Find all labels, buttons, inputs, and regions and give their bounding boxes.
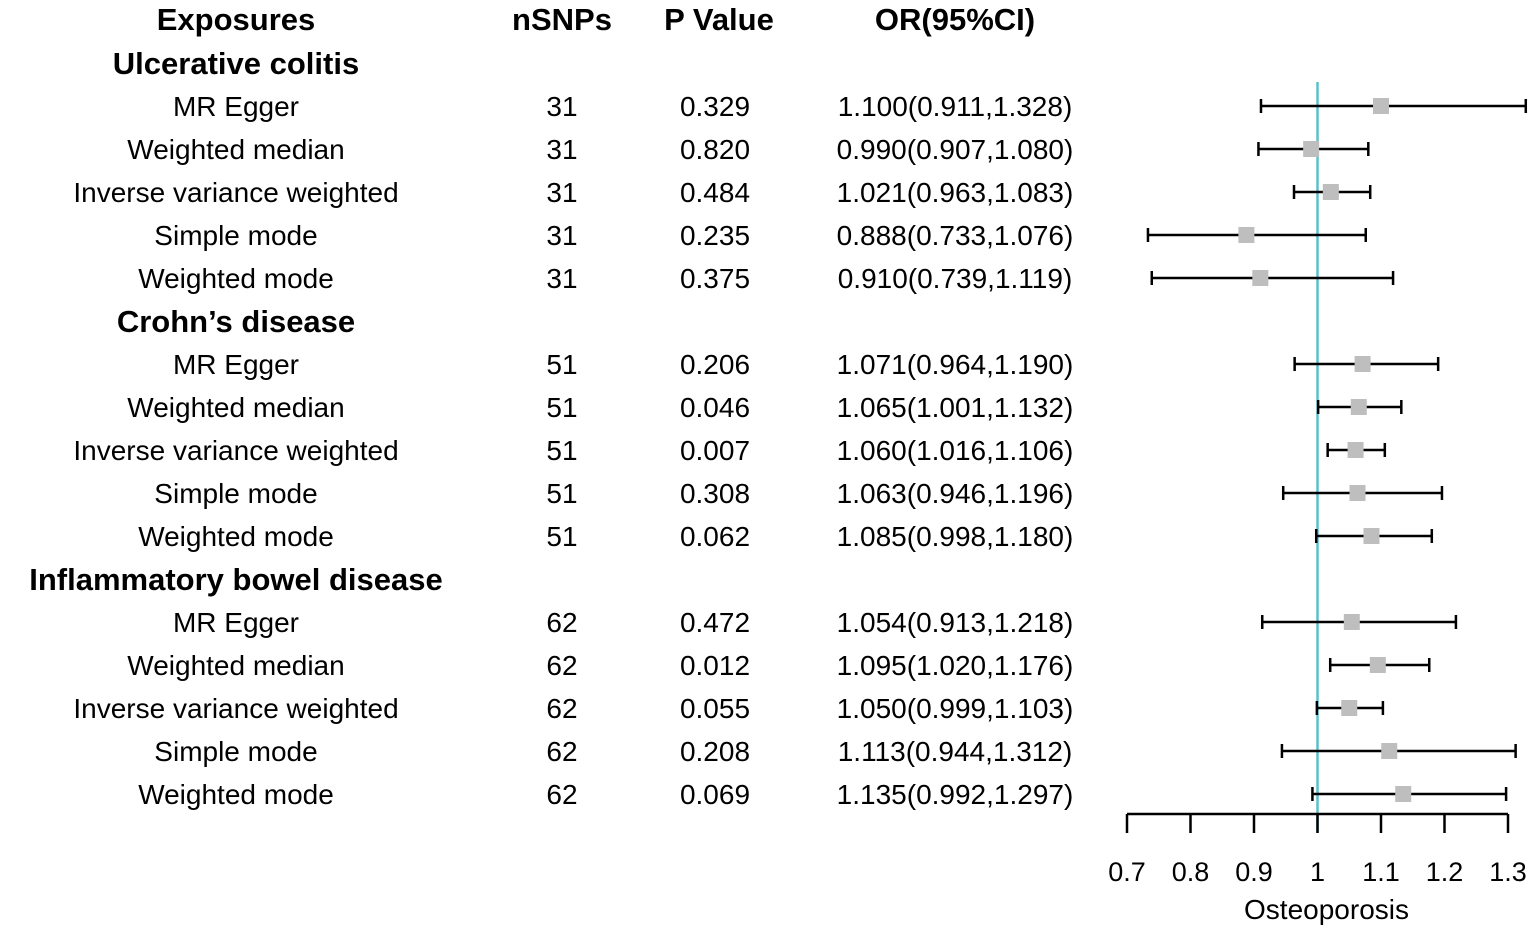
or-ci-value: 1.113(0.944,1.312) bbox=[838, 736, 1073, 767]
or-marker bbox=[1354, 356, 1371, 372]
or-marker bbox=[1363, 528, 1380, 544]
x-tick-label: 1.3 bbox=[1489, 857, 1527, 887]
or-marker bbox=[1252, 270, 1269, 286]
header-nsnps: nSNPs bbox=[512, 2, 612, 37]
x-tick-label: 1.2 bbox=[1426, 857, 1464, 887]
nsnps-value: 62 bbox=[546, 693, 577, 724]
method-label: Inverse variance weighted bbox=[73, 693, 398, 724]
p-value: 0.235 bbox=[680, 220, 750, 251]
or-ci-value: 1.095(1.020,1.176) bbox=[837, 650, 1074, 681]
nsnps-value: 31 bbox=[546, 220, 577, 251]
x-tick-label: 0.9 bbox=[1235, 857, 1273, 887]
or-ci-value: 1.063(0.946,1.196) bbox=[837, 478, 1074, 509]
method-label: Weighted median bbox=[127, 392, 344, 423]
or-marker bbox=[1381, 743, 1398, 759]
or-ci-value: 1.054(0.913,1.218) bbox=[837, 607, 1074, 638]
method-label: MR Egger bbox=[173, 91, 299, 122]
or-ci-value: 0.990(0.907,1.080) bbox=[837, 134, 1074, 165]
or-marker bbox=[1347, 442, 1364, 458]
nsnps-value: 51 bbox=[546, 478, 577, 509]
or-marker bbox=[1349, 485, 1366, 501]
x-tick-label: 0.7 bbox=[1108, 857, 1146, 887]
x-tick-label: 1.1 bbox=[1362, 857, 1400, 887]
column-headers: Exposures nSNPs P Value OR(95%CI) bbox=[157, 2, 1035, 37]
or-marker bbox=[1303, 141, 1320, 157]
method-label: Simple mode bbox=[154, 220, 317, 251]
p-value: 0.820 bbox=[680, 134, 750, 165]
x-tick-label: 0.8 bbox=[1172, 857, 1210, 887]
x-axis: 0.7 0.8 0.9 1 1.1 1.2 1.3 Osteoporosis bbox=[1108, 812, 1527, 925]
nsnps-value: 51 bbox=[546, 349, 577, 380]
or-ci-value: 1.100(0.911,1.328) bbox=[838, 91, 1073, 122]
p-value: 0.484 bbox=[680, 177, 750, 208]
x-axis-label: Osteoporosis bbox=[1244, 894, 1409, 925]
header-pvalue: P Value bbox=[664, 2, 774, 37]
p-value: 0.007 bbox=[680, 435, 750, 466]
method-label: MR Egger bbox=[173, 607, 299, 638]
p-value: 0.308 bbox=[680, 478, 750, 509]
or-marker bbox=[1322, 184, 1339, 200]
nsnps-value: 31 bbox=[546, 91, 577, 122]
method-label: MR Egger bbox=[173, 349, 299, 380]
method-label: Weighted median bbox=[127, 134, 344, 165]
nsnps-value: 62 bbox=[546, 607, 577, 638]
p-value: 0.055 bbox=[680, 693, 750, 724]
method-label: Weighted mode bbox=[138, 521, 334, 552]
or-marker bbox=[1343, 614, 1360, 630]
p-value: 0.329 bbox=[680, 91, 750, 122]
method-label: Simple mode bbox=[154, 736, 317, 767]
p-value: 0.472 bbox=[680, 607, 750, 638]
p-value: 0.012 bbox=[680, 650, 750, 681]
table-body: Ulcerative colitis MR Egger 31 0.329 1.100(0… bbox=[29, 46, 1073, 810]
nsnps-value: 31 bbox=[546, 263, 577, 294]
or-ci-value: 1.021(0.963,1.083) bbox=[837, 177, 1074, 208]
header-or: OR(95%CI) bbox=[875, 2, 1035, 37]
or-marker bbox=[1373, 98, 1389, 114]
or-ci-value: 1.085(0.998,1.180) bbox=[837, 521, 1074, 552]
or-marker bbox=[1350, 399, 1367, 415]
nsnps-value: 62 bbox=[546, 736, 577, 767]
p-value: 0.069 bbox=[680, 779, 750, 810]
group-title: Ulcerative colitis bbox=[113, 46, 359, 81]
or-ci-value: 1.065(1.001,1.132) bbox=[837, 392, 1074, 423]
p-value: 0.206 bbox=[680, 349, 750, 380]
p-value: 0.375 bbox=[680, 263, 750, 294]
nsnps-value: 51 bbox=[546, 435, 577, 466]
or-ci-value: 1.071(0.964,1.190) bbox=[837, 349, 1074, 380]
or-ci-value: 1.135(0.992,1.297) bbox=[837, 779, 1074, 810]
or-marker bbox=[1395, 786, 1412, 802]
nsnps-value: 51 bbox=[546, 392, 577, 423]
nsnps-value: 31 bbox=[546, 134, 577, 165]
method-label: Inverse variance weighted bbox=[73, 435, 398, 466]
nsnps-value: 31 bbox=[546, 177, 577, 208]
method-label: Weighted median bbox=[127, 650, 344, 681]
or-ci-value: 0.910(0.739,1.119) bbox=[838, 263, 1073, 294]
method-label: Weighted mode bbox=[138, 779, 334, 810]
or-ci-value: 0.888(0.733,1.076) bbox=[837, 220, 1074, 251]
plot-area bbox=[1146, 82, 1528, 833]
p-value: 0.046 bbox=[680, 392, 750, 423]
method-label: Inverse variance weighted bbox=[73, 177, 398, 208]
or-ci-value: 1.060(1.016,1.106) bbox=[837, 435, 1074, 466]
or-marker bbox=[1238, 227, 1255, 243]
p-value: 0.062 bbox=[680, 521, 750, 552]
nsnps-value: 62 bbox=[546, 779, 577, 810]
header-exposures: Exposures bbox=[157, 2, 316, 37]
nsnps-value: 62 bbox=[546, 650, 577, 681]
p-value: 0.208 bbox=[680, 736, 750, 767]
nsnps-value: 51 bbox=[546, 521, 577, 552]
or-marker bbox=[1369, 657, 1386, 673]
group-title: Inflammatory bowel disease bbox=[29, 562, 442, 597]
method-label: Simple mode bbox=[154, 478, 317, 509]
method-label: Weighted mode bbox=[138, 263, 334, 294]
or-marker bbox=[1341, 700, 1358, 716]
group-title: Crohn’s disease bbox=[117, 304, 355, 339]
x-tick-label: 1 bbox=[1310, 857, 1325, 887]
or-ci-value: 1.050(0.999,1.103) bbox=[837, 693, 1074, 724]
